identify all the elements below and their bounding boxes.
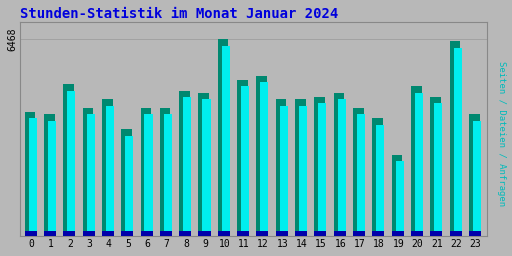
Bar	[430, 231, 441, 236]
Bar	[450, 41, 460, 236]
Bar	[415, 93, 423, 236]
Bar	[125, 136, 133, 236]
Bar	[257, 231, 267, 236]
Bar	[334, 93, 344, 236]
Bar	[337, 99, 346, 236]
Bar	[48, 231, 56, 236]
Bar	[372, 119, 383, 236]
Bar	[434, 103, 442, 236]
Bar	[276, 231, 286, 236]
Bar	[299, 106, 307, 236]
Bar	[353, 231, 364, 236]
Bar	[48, 121, 56, 236]
Bar	[357, 231, 365, 236]
Bar	[261, 231, 268, 236]
Bar	[299, 231, 307, 236]
Bar	[87, 231, 95, 236]
Bar	[276, 99, 286, 236]
Bar	[473, 231, 481, 236]
Bar	[222, 231, 230, 236]
Bar	[160, 108, 170, 236]
Bar	[106, 106, 114, 236]
Bar	[469, 114, 480, 236]
Bar	[25, 112, 35, 236]
Bar	[144, 231, 153, 236]
Bar	[237, 231, 248, 236]
Bar	[25, 231, 35, 236]
Bar	[261, 82, 268, 236]
Bar	[29, 119, 37, 236]
Bar	[430, 97, 441, 236]
Bar	[179, 231, 190, 236]
Bar	[314, 97, 325, 236]
Bar	[392, 231, 402, 236]
Bar	[454, 231, 462, 236]
Bar	[372, 231, 383, 236]
Bar	[140, 231, 151, 236]
Bar	[454, 48, 462, 236]
Bar	[415, 231, 423, 236]
Bar	[237, 80, 248, 236]
Bar	[183, 231, 191, 236]
Bar	[218, 231, 228, 236]
Bar	[376, 231, 385, 236]
Bar	[102, 231, 113, 236]
Bar	[87, 114, 95, 236]
Bar	[164, 231, 172, 236]
Text: Seiten / Dateien / Anfragen: Seiten / Dateien / Anfragen	[497, 61, 506, 206]
Text: Stunden-Statistik im Monat Januar 2024: Stunden-Statistik im Monat Januar 2024	[20, 7, 338, 21]
Bar	[67, 91, 75, 236]
Bar	[241, 86, 249, 236]
Bar	[337, 231, 346, 236]
Bar	[44, 231, 55, 236]
Bar	[396, 231, 403, 236]
Bar	[106, 231, 114, 236]
Bar	[164, 114, 172, 236]
Bar	[280, 106, 288, 236]
Bar	[121, 231, 132, 236]
Bar	[318, 103, 327, 236]
Bar	[179, 91, 190, 236]
Bar	[353, 108, 364, 236]
Bar	[218, 39, 228, 236]
Bar	[334, 231, 344, 236]
Bar	[199, 93, 209, 236]
Bar	[396, 161, 403, 236]
Bar	[199, 231, 209, 236]
Bar	[67, 231, 75, 236]
Bar	[376, 125, 385, 236]
Bar	[295, 231, 306, 236]
Bar	[202, 231, 210, 236]
Bar	[357, 114, 365, 236]
Bar	[29, 231, 37, 236]
Bar	[257, 76, 267, 236]
Bar	[125, 231, 133, 236]
Bar	[411, 231, 421, 236]
Bar	[318, 231, 327, 236]
Bar	[63, 231, 74, 236]
Bar	[473, 121, 481, 236]
Bar	[202, 99, 210, 236]
Bar	[121, 129, 132, 236]
Bar	[140, 108, 151, 236]
Bar	[241, 231, 249, 236]
Bar	[82, 108, 93, 236]
Bar	[280, 231, 288, 236]
Bar	[314, 231, 325, 236]
Bar	[450, 231, 460, 236]
Bar	[82, 231, 93, 236]
Bar	[44, 114, 55, 236]
Bar	[295, 99, 306, 236]
Bar	[183, 97, 191, 236]
Bar	[102, 99, 113, 236]
Bar	[392, 155, 402, 236]
Bar	[160, 231, 170, 236]
Bar	[411, 86, 421, 236]
Bar	[469, 231, 480, 236]
Bar	[144, 114, 153, 236]
Bar	[434, 231, 442, 236]
Bar	[222, 46, 230, 236]
Bar	[63, 84, 74, 236]
